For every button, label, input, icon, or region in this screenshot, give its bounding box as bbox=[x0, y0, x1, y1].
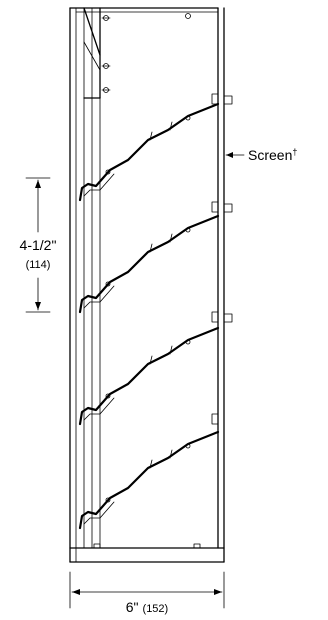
spacing-metric: (114) bbox=[26, 259, 51, 271]
shelf-3 bbox=[78, 311, 233, 426]
shelf-1 bbox=[78, 93, 233, 202]
frame-right-post bbox=[217, 7, 225, 563]
screen-leader bbox=[225, 152, 245, 158]
top-mounting-bracket bbox=[83, 7, 191, 99]
frame-left-post bbox=[69, 7, 101, 563]
base bbox=[69, 543, 225, 563]
width-dimension bbox=[69, 571, 225, 609]
screen-label: Screen† bbox=[248, 147, 297, 163]
shelf-2 bbox=[78, 201, 233, 314]
width-label: 6" (152) bbox=[126, 599, 168, 615]
shelf-4 bbox=[78, 413, 220, 530]
spacing-label: 4-1/2" bbox=[20, 237, 57, 253]
spacing-dimension bbox=[25, 177, 51, 313]
